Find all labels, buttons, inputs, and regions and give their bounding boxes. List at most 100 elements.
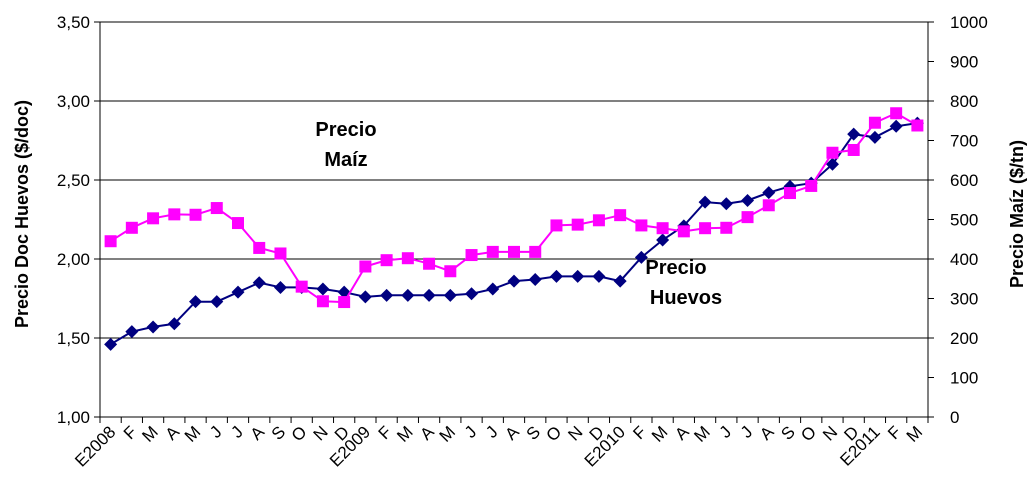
annotation-precio-huevos-line2: Huevos [650,287,722,309]
right-tick-label: 500 [950,211,978,230]
data-point [613,274,627,288]
data-point [422,288,436,302]
x-tick-label: M [648,422,671,445]
data-point [762,199,775,212]
x-tick-label: N [564,422,586,444]
x-tick-label: M [393,422,416,445]
data-point [698,195,712,209]
left-tick-label: 3,50 [57,13,90,32]
data-point [656,233,670,247]
data-point [189,208,202,221]
data-point [549,269,563,283]
data-point [614,209,627,222]
data-point [486,245,499,258]
x-tick-label: S [523,422,544,443]
series-line [110,122,918,346]
data-point [168,208,181,221]
x-tick-label: N [310,422,332,444]
data-point [592,214,605,227]
data-point [295,280,308,293]
data-point [826,146,839,159]
data-point [720,221,733,234]
data-point [147,212,160,225]
data-point [635,219,648,232]
x-tick-label: S [777,422,798,443]
series-line [110,112,918,304]
x-tick-label: J [227,422,246,441]
data-point [805,179,818,192]
data-point [423,257,436,270]
data-point [316,282,330,296]
annotation-precio-maiz-line1: Precio [315,119,376,141]
data-point [889,119,903,133]
data-point [401,288,415,302]
data-point [719,197,733,211]
data-point [274,247,287,260]
right-tick-label: 900 [950,53,978,72]
series-layer [104,107,924,351]
data-point [273,280,287,294]
right-tick-label: 400 [950,250,978,269]
data-point [634,250,648,264]
data-point [677,225,690,238]
x-tick-label: M [903,422,926,445]
data-point [528,273,542,287]
data-point [592,269,606,283]
series-1 [104,107,924,309]
data-point [401,252,414,265]
x-tick-label: J [482,422,501,441]
data-point [443,288,457,302]
left-tick-label: 2,00 [57,250,90,269]
data-point [911,119,924,132]
x-tick-label: E2008 [71,422,119,470]
data-point [125,325,139,339]
x-tick-label: M [181,422,204,445]
data-point [741,194,755,208]
right-axis: 0 100 200 300 400 500 600 700 800 900 1000 [928,13,988,427]
right-axis-title: Precio Maíz ($/tn) [1007,140,1027,288]
data-point [571,218,584,231]
x-tick-label: O [797,422,820,445]
left-axis-title: Precio Doc Huevos ($/doc) [12,100,32,328]
data-point [762,186,776,200]
data-point [380,288,394,302]
x-tick-label: S [268,422,289,443]
right-tick-label: 800 [950,92,978,111]
left-axis: 1,00 1,50 2,00 2,50 3,00 3,50 [57,13,100,427]
left-tick-label: 3,00 [57,92,90,111]
data-point [550,219,563,232]
x-tick-label: J [737,422,756,441]
left-tick-label: 1,50 [57,329,90,348]
data-point [253,241,266,254]
right-tick-label: 0 [950,408,959,427]
x-tick-label: M [138,422,161,445]
data-point [167,317,181,331]
right-tick-label: 100 [950,369,978,388]
right-tick-label: 200 [950,329,978,348]
data-point [252,276,266,290]
right-tick-label: 600 [950,171,978,190]
data-point [868,130,882,144]
plot-frame [99,21,929,418]
data-point [508,245,520,258]
x-tick-label: O [288,422,311,445]
data-point [465,249,478,262]
data-point [232,217,244,230]
data-point [529,245,542,258]
annotation-precio-huevos-line1: Precio [645,257,706,279]
data-point [380,254,393,267]
x-tick-label: M [690,422,713,445]
x-tick-label: J [206,422,225,441]
data-point [890,107,903,120]
data-point [825,157,839,171]
data-point [444,265,457,278]
data-point [338,296,351,309]
x-tick-label: N [819,422,841,444]
data-point [231,285,245,299]
x-tick-label: A [756,422,778,444]
data-point [146,320,160,334]
right-tick-label: 1000 [950,13,988,32]
annotation-precio-maiz-line2: Maíz [324,149,367,171]
series-0 [104,116,924,351]
